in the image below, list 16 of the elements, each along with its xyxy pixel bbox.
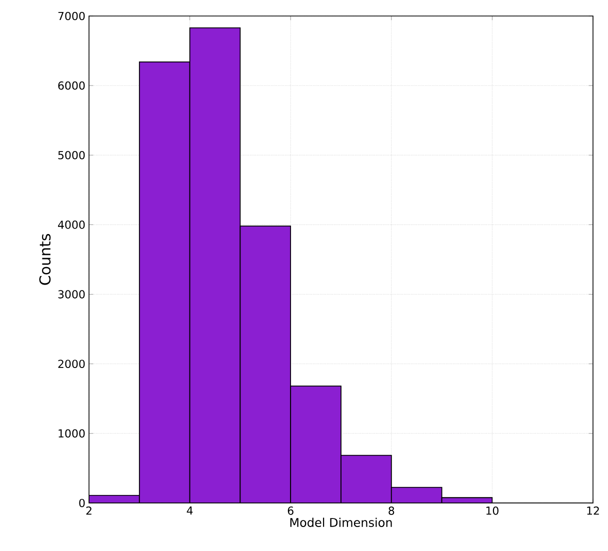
y-tick-label: 5000 bbox=[58, 150, 85, 160]
y-tick-label: 1000 bbox=[58, 429, 85, 438]
x-axis-title: Model Dimension bbox=[290, 518, 392, 527]
x-tick-label: 12 bbox=[587, 506, 599, 515]
x-tick-label: 6 bbox=[288, 506, 294, 515]
y-tick-label: 0 bbox=[79, 498, 85, 508]
y-axis-title: Counts bbox=[39, 234, 51, 285]
y-tick-label: 4000 bbox=[58, 220, 85, 229]
y-tick-label: 6000 bbox=[58, 81, 85, 90]
x-tick-label: 10 bbox=[486, 506, 498, 515]
y-tick-label: 7000 bbox=[58, 12, 85, 20]
x-tick-label: 4 bbox=[186, 506, 193, 515]
y-tick-label: 2000 bbox=[58, 360, 85, 368]
x-tick-label: 8 bbox=[388, 506, 394, 515]
x-tick-label: 2 bbox=[86, 506, 92, 515]
y-tick-label: 3000 bbox=[58, 290, 85, 298]
